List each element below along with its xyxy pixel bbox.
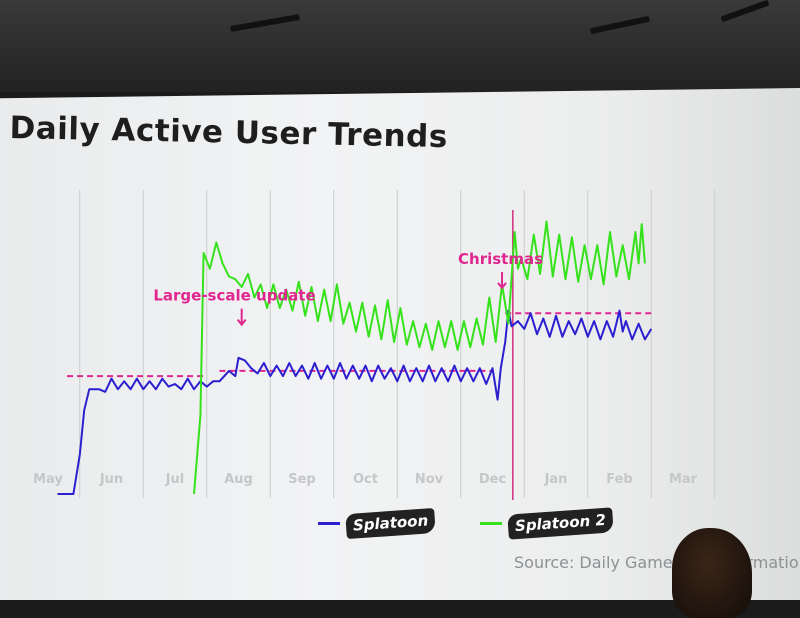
x-tick-label: Jun bbox=[99, 472, 123, 487]
annotation-christmas-label: Christmas bbox=[458, 250, 543, 268]
series-line-splatoon bbox=[57, 309, 653, 495]
legend-line-splatoon-2 bbox=[480, 521, 502, 525]
annotation-christmas-arrowhead bbox=[497, 282, 507, 290]
legend-label-splatoon-2: Splatoon 2 bbox=[507, 506, 614, 540]
annotation-large-scale-update-label: Large-scale update bbox=[153, 287, 315, 305]
reference-lines bbox=[67, 312, 652, 378]
x-tick-label: Jul bbox=[165, 472, 185, 487]
legend-label-splatoon: Splatoon bbox=[345, 507, 437, 539]
series-lines bbox=[57, 220, 653, 495]
x-tick-labels: May Jun Jul Aug Sep Oct Nov Dec Jan Feb Mar bbox=[33, 472, 698, 487]
x-tick-label: Jan bbox=[544, 472, 568, 487]
x-tick-label: Feb bbox=[606, 472, 632, 487]
x-tick-label: Sep bbox=[288, 472, 316, 487]
x-tick-label: May bbox=[33, 472, 63, 487]
ceiling-background bbox=[0, 0, 800, 92]
annotations: Large-scale update Christmas bbox=[153, 250, 543, 327]
x-tick-label: Dec bbox=[479, 472, 506, 487]
x-tick-label: Nov bbox=[415, 472, 444, 487]
x-tick-label: Mar bbox=[669, 472, 698, 487]
x-tick-label: Oct bbox=[353, 472, 378, 487]
gridlines bbox=[79, 190, 716, 498]
annotation-large-scale-update-arrowhead bbox=[236, 318, 247, 327]
x-tick-label: Aug bbox=[224, 472, 253, 487]
source-note: Source: Daily Game ormatio bbox=[514, 553, 799, 572]
line-chart: May Jun Jul Aug Sep Oct Nov Dec Jan Feb Mar Large-… bbox=[33, 190, 716, 500]
source-text: Source: Daily Game bbox=[514, 553, 673, 572]
legend-entry-splatoon-2: Splatoon 2 bbox=[480, 506, 614, 540]
audience-member-head bbox=[672, 528, 752, 618]
series-line-splatoon-2 bbox=[193, 220, 646, 495]
legend-entry-splatoon: Splatoon bbox=[318, 507, 437, 539]
legend-line-splatoon bbox=[318, 521, 340, 525]
source-tail: ormatio bbox=[736, 553, 799, 572]
